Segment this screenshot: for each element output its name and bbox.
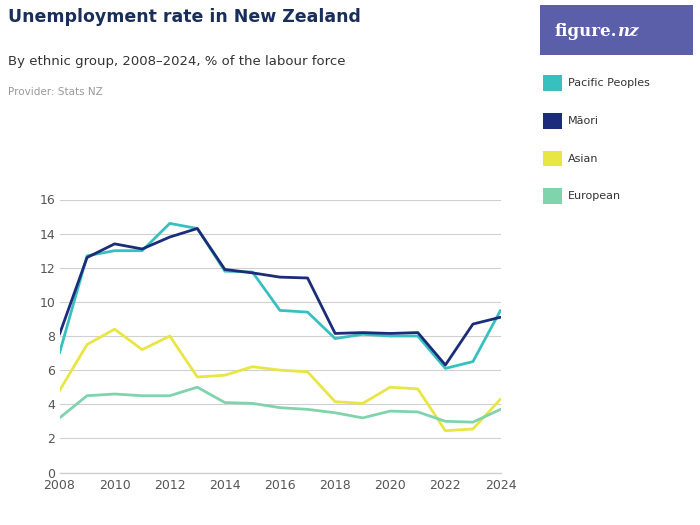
- Text: Unemployment rate in New Zealand: Unemployment rate in New Zealand: [8, 8, 361, 26]
- Text: Provider: Stats NZ: Provider: Stats NZ: [8, 87, 103, 97]
- Text: figure.: figure.: [554, 23, 617, 40]
- Text: Asian: Asian: [568, 153, 598, 164]
- Text: Māori: Māori: [568, 116, 598, 126]
- Text: Pacific Peoples: Pacific Peoples: [568, 78, 650, 88]
- Text: By ethnic group, 2008–2024, % of the labour force: By ethnic group, 2008–2024, % of the lab…: [8, 55, 346, 68]
- Text: European: European: [568, 191, 621, 202]
- Text: nz: nz: [617, 23, 638, 40]
